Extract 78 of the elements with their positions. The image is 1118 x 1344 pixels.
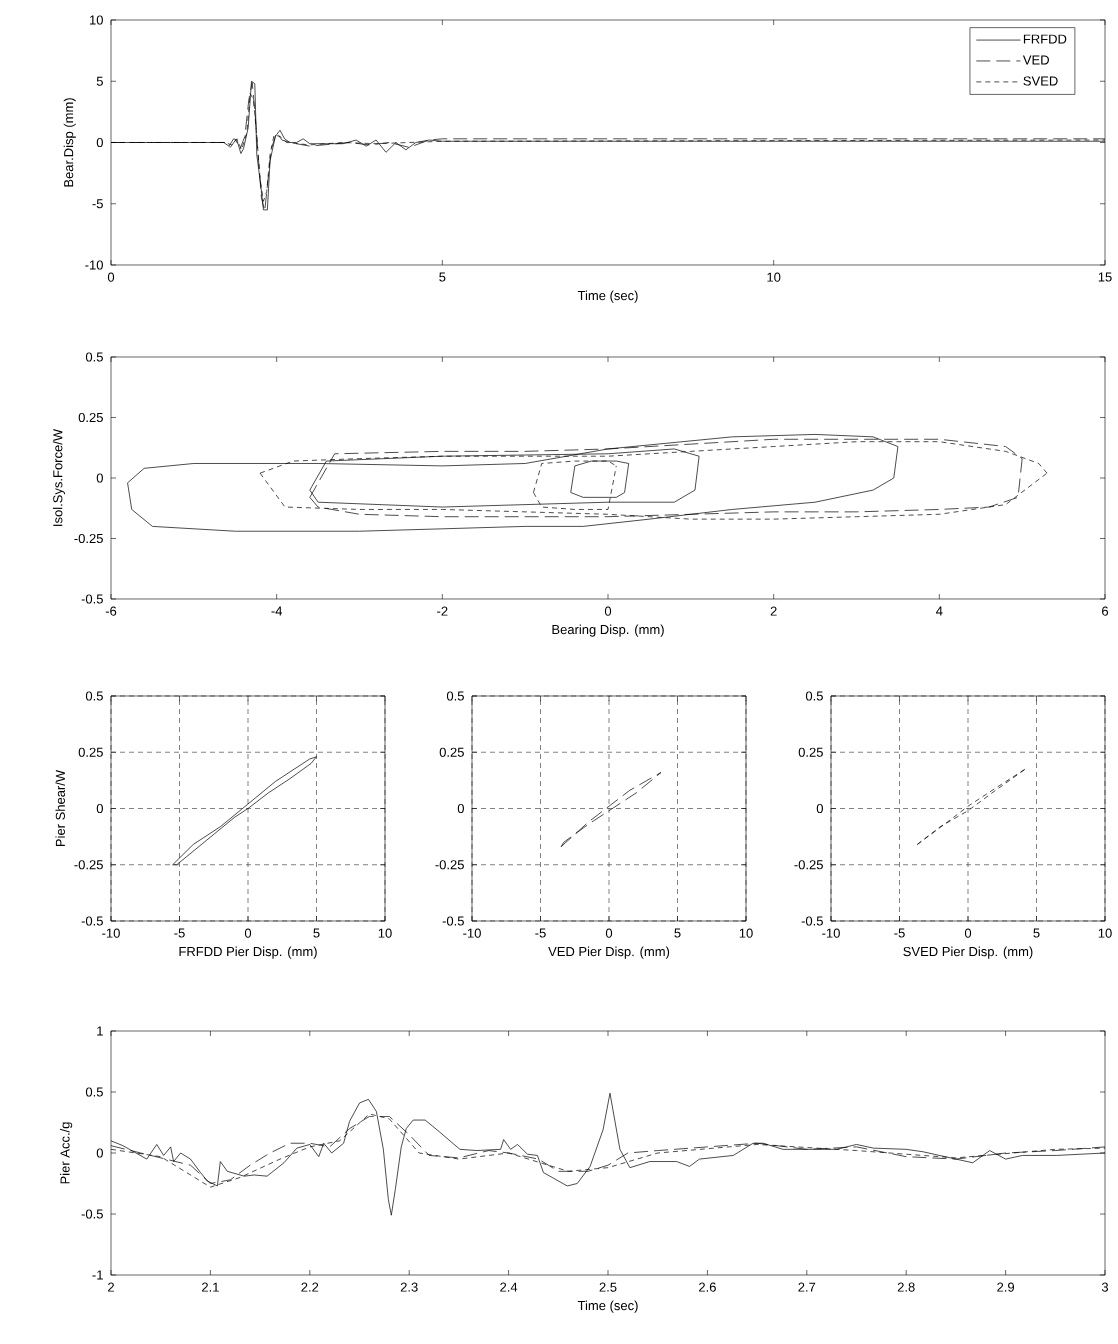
x-tick-label: 0: [605, 928, 613, 938]
x-axis-title: Bearing Disp. (mm): [552, 624, 664, 637]
x-axis-title: VED Pier Disp. (mm): [548, 946, 670, 959]
y-tick-label: -0.25: [74, 860, 103, 870]
x-axis-title: FRFDD Pier Disp. (mm): [179, 946, 317, 959]
x-tick-label: 2.3: [400, 1282, 418, 1292]
y-tick-label: -0.5: [81, 916, 103, 926]
x-tick-label: 2.4: [500, 1282, 518, 1292]
y-tick-label: -0.5: [81, 594, 103, 604]
y-tick-label: 0: [96, 803, 103, 814]
x-tick-label: 2.5: [599, 1282, 617, 1292]
x-tick-label: 2: [770, 606, 777, 616]
x-tick-label: 6: [1102, 606, 1109, 616]
x-tick-label: 0: [244, 928, 252, 938]
x-tick-label: 10: [1098, 928, 1112, 938]
y-tick-label: 0.25: [798, 747, 823, 757]
y-tick-label: 0: [96, 137, 103, 148]
y-tick-label: 0.25: [439, 747, 464, 757]
x-tick-label: -10: [463, 928, 481, 938]
x-tick-label: 2.6: [699, 1282, 716, 1292]
y-tick-label: 1: [97, 1026, 103, 1036]
y-tick-label: 0.5: [85, 691, 103, 701]
y-axis-title: Pier Shear/W: [55, 769, 65, 847]
y-tick-label: 0: [816, 803, 823, 814]
y-tick-label: -0.5: [801, 916, 823, 926]
x-tick-label: 10: [767, 272, 781, 282]
x-axis-title: SVED Pier Disp. (mm): [903, 946, 1033, 959]
x-tick-label: 5: [313, 928, 320, 938]
legend-label: SVED: [1023, 76, 1058, 86]
y-tick-label: 0.5: [85, 352, 103, 362]
x-tick-label: 0: [964, 928, 972, 938]
y-tick-label: 0.25: [78, 412, 103, 423]
y-tick-label: 0: [96, 473, 103, 483]
x-tick-label: -5: [894, 928, 905, 938]
y-axis-title: Isol.Sys.Force/W: [52, 428, 65, 526]
y-tick-label: 5: [96, 76, 103, 86]
x-tick-label: -10: [822, 928, 840, 938]
x-tick-label: 4: [936, 606, 943, 616]
x-tick-label: -5: [535, 928, 546, 938]
x-tick-label: -4: [271, 606, 283, 616]
x-tick-label: 5: [1033, 928, 1040, 938]
x-tick-label: 3: [1101, 1282, 1109, 1292]
y-tick-label: 0.5: [805, 691, 823, 701]
x-tick-label: 10: [378, 928, 392, 938]
y-tick-label: 0: [457, 803, 464, 814]
y-tick-label: 0: [96, 1148, 103, 1158]
y-tick-label: 0.25: [78, 747, 103, 757]
x-tick-label: 0: [107, 272, 115, 282]
x-axis-title: Time (sec): [577, 1300, 638, 1313]
y-axis-title: Bear.Disp (mm): [63, 98, 76, 187]
x-axis-title: Time (sec): [577, 290, 638, 303]
x-tick-label: 2.1: [202, 1282, 219, 1292]
x-tick-label: -6: [105, 606, 117, 616]
x-tick-label: -2: [437, 606, 448, 616]
y-tick-label: -10: [85, 260, 103, 270]
x-tick-label: -5: [174, 928, 185, 938]
y-tick-label: 10: [89, 15, 103, 25]
x-tick-label: 2: [108, 1282, 114, 1292]
x-tick-label: 2.8: [897, 1282, 915, 1292]
x-tick-label: 2.2: [301, 1282, 319, 1292]
x-tick-label: 2.7: [798, 1282, 816, 1292]
y-tick-label: 0.5: [85, 1087, 103, 1097]
x-tick-label: 10: [739, 928, 753, 938]
y-axis-title: Pier Acc./g: [60, 1122, 73, 1184]
y-tick-label: -0.25: [435, 860, 464, 870]
y-tick-label: -0.5: [442, 916, 464, 926]
legend-label: VED: [1022, 55, 1049, 65]
y-tick-label: -0.5: [81, 1209, 103, 1219]
x-tick-label: 0: [604, 606, 612, 616]
x-tick-label: 5: [674, 928, 681, 938]
y-tick-label: 0.5: [446, 691, 464, 701]
x-tick-label: 2.9: [997, 1282, 1015, 1292]
legend-label: FRFDD: [1023, 34, 1067, 44]
y-tick-label: -0.25: [74, 533, 103, 544]
y-tick-label: -0.25: [794, 860, 823, 870]
x-tick-label: 15: [1098, 272, 1112, 282]
y-tick-label: -1: [92, 1270, 103, 1280]
y-tick-label: -5: [92, 199, 103, 209]
